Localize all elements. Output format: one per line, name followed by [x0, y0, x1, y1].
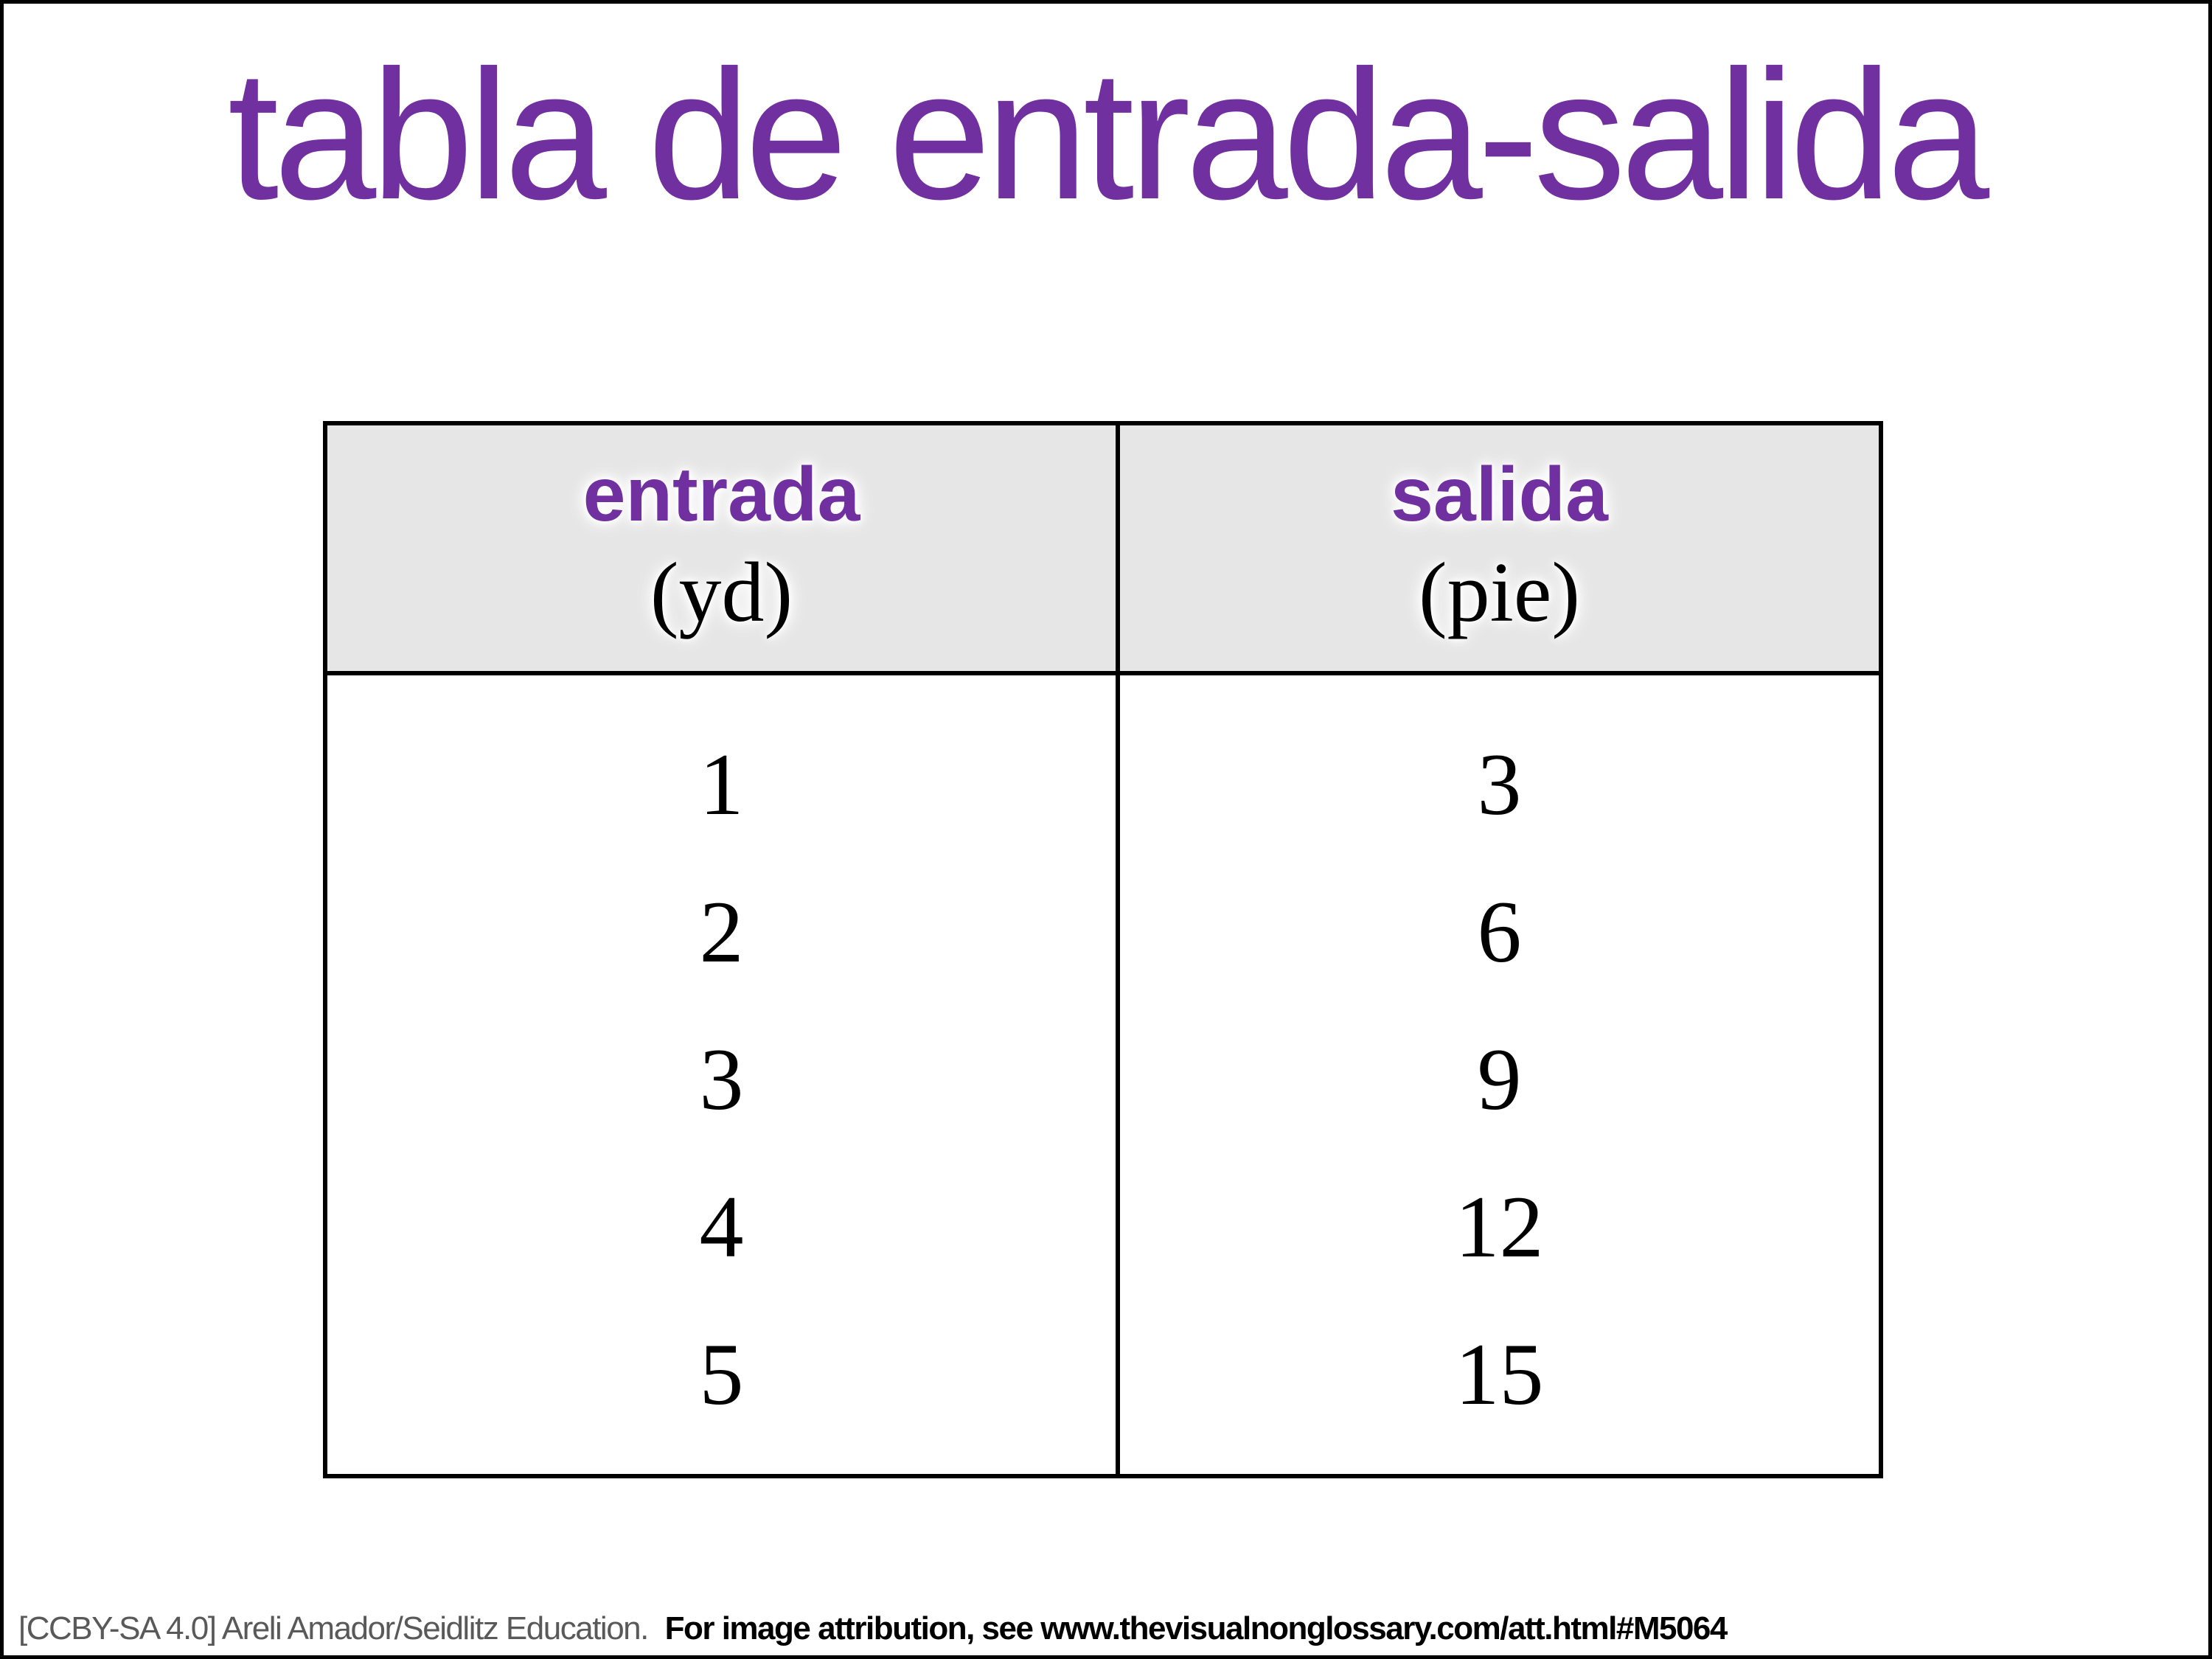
- table-cell-salida-1: 3: [1477, 735, 1522, 833]
- attribution-footer: [CCBY-SA 4.0] Areli Amador/Seidlitz Educ…: [18, 1610, 1728, 1646]
- table-cell-salida-2: 6: [1477, 883, 1522, 981]
- table-cell-entrada-1: 1: [699, 735, 744, 833]
- table-cell-salida-3: 9: [1477, 1030, 1522, 1128]
- page-title: tabla de entrada-salida: [227, 32, 1989, 237]
- entrada-header-unit: (yd): [650, 545, 793, 640]
- salida-header-unit: (pie): [1419, 545, 1580, 640]
- entrada-header-label: entrada: [582, 451, 860, 538]
- table-cell-entrada-3: 3: [699, 1030, 744, 1128]
- column-header-entrada: entrada (yd): [327, 425, 1116, 675]
- table-cell-salida-5: 15: [1455, 1325, 1544, 1423]
- table-cell-entrada-4: 4: [699, 1178, 744, 1276]
- license-text: [CCBY-SA 4.0] Areli Amador/Seidlitz Educ…: [18, 1610, 649, 1646]
- table-cell-entrada-5: 5: [699, 1325, 744, 1423]
- salida-header-label: salida: [1391, 451, 1608, 538]
- column-salida: salida (pie) 3 6 9 12 15: [1120, 425, 1879, 1474]
- column-header-salida: salida (pie): [1120, 425, 1879, 675]
- table-cell-entrada-2: 2: [699, 883, 744, 981]
- attribution-text: For image attribution, see www.thevisual…: [664, 1610, 1728, 1646]
- column-body-salida: 3 6 9 12 15: [1120, 675, 1879, 1474]
- input-output-table: entrada (yd) 1 2 3 4 5 salida (pie) 3 6 …: [323, 421, 1883, 1478]
- column-body-entrada: 1 2 3 4 5: [327, 675, 1116, 1474]
- table-cell-salida-4: 12: [1455, 1178, 1544, 1276]
- column-entrada: entrada (yd) 1 2 3 4 5: [327, 425, 1120, 1474]
